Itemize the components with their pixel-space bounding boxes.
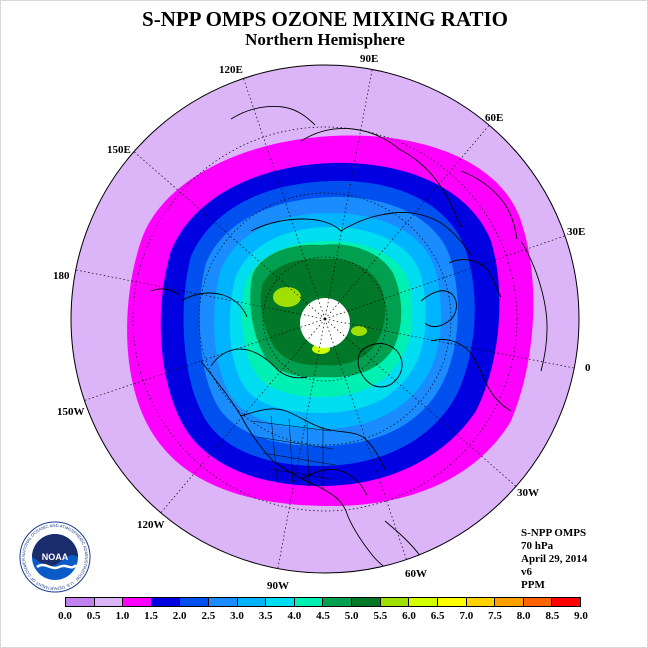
colorbar-segment bbox=[209, 598, 238, 606]
colorbar-segment bbox=[323, 598, 352, 606]
lon-label: 30W bbox=[517, 487, 539, 499]
colorbar-segment bbox=[152, 598, 181, 606]
lon-label: 180 bbox=[53, 270, 70, 282]
logo-text: NOAA bbox=[42, 552, 69, 562]
lon-label: 150E bbox=[107, 144, 131, 156]
colorbar-tick-label: 5.0 bbox=[345, 610, 359, 622]
lon-label: 90E bbox=[360, 53, 378, 65]
colorbar-segment bbox=[123, 598, 152, 606]
contour-5-5-patch bbox=[273, 287, 301, 307]
colorbar-segment bbox=[352, 598, 381, 606]
lon-label: 60E bbox=[485, 112, 503, 124]
lon-label: 60W bbox=[405, 568, 427, 580]
lon-label: 90W bbox=[267, 580, 289, 592]
colorbar-tick-label: 3.5 bbox=[259, 610, 273, 622]
colorbar-tick-label: 1.0 bbox=[115, 610, 129, 622]
colorbar-tick-label: 1.5 bbox=[144, 610, 158, 622]
colorbar-tick-label: 5.5 bbox=[373, 610, 387, 622]
colorbar-segment bbox=[295, 598, 324, 606]
colorbar-segment bbox=[180, 598, 209, 606]
colorbar-tick-label: 3.0 bbox=[230, 610, 244, 622]
colorbar-tick-label: 2.0 bbox=[173, 610, 187, 622]
colorbar bbox=[65, 597, 581, 607]
plot-info: S-NPP OMPS 70 hPa April 29, 2014 v6 PPM bbox=[521, 527, 587, 592]
colorbar-segment bbox=[381, 598, 410, 606]
colorbar-segment bbox=[524, 598, 553, 606]
lon-label: 150W bbox=[57, 406, 85, 418]
colorbar-tick-label: 0.5 bbox=[87, 610, 101, 622]
colorbar-tick-label: 6.0 bbox=[402, 610, 416, 622]
colorbar-tick-label: 4.5 bbox=[316, 610, 330, 622]
colorbar-tick-label: 9.0 bbox=[574, 610, 588, 622]
colorbar-segment bbox=[238, 598, 267, 606]
colorbar-tick-label: 0.0 bbox=[58, 610, 72, 622]
colorbar-segment bbox=[409, 598, 438, 606]
info-version: v6 bbox=[521, 566, 587, 579]
colorbar-tick-label: 6.5 bbox=[431, 610, 445, 622]
ozone-field bbox=[61, 61, 591, 591]
colorbar-segment bbox=[266, 598, 295, 606]
lon-label: 120W bbox=[137, 519, 165, 531]
colorbar-tick-label: 8.0 bbox=[517, 610, 531, 622]
colorbar-segment bbox=[95, 598, 124, 606]
colorbar-segment bbox=[438, 598, 467, 606]
colorbar-tick-label: 4.0 bbox=[287, 610, 301, 622]
info-unit: PPM bbox=[521, 579, 587, 592]
colorbar-tick-label: 7.0 bbox=[459, 610, 473, 622]
lon-label: 120E bbox=[219, 64, 243, 76]
colorbar-segment bbox=[495, 598, 524, 606]
colorbar-tick-label: 2.5 bbox=[201, 610, 215, 622]
colorbar-segment bbox=[467, 598, 496, 606]
colorbar-tick-label: 7.5 bbox=[488, 610, 502, 622]
polar-data-gap bbox=[300, 298, 350, 348]
colorbar-segment bbox=[552, 598, 580, 606]
lon-label: 30E bbox=[567, 226, 585, 238]
lon-label: 0 bbox=[585, 362, 591, 374]
info-date: April 29, 2014 bbox=[521, 553, 587, 566]
colorbar-segment bbox=[66, 598, 95, 606]
info-instrument: S-NPP OMPS bbox=[521, 527, 587, 540]
info-pressure: 70 hPa bbox=[521, 540, 587, 553]
noaa-logo: NATIONAL OCEANIC AND ATMOSPHERIC ADMINIS… bbox=[19, 521, 91, 593]
colorbar-tick-label: 8.5 bbox=[545, 610, 559, 622]
colorbar-ticks: 0.0 0.5 1.0 1.5 2.0 2.5 3.0 3.5 4.0 4.5 5.0 5.5 6.0 6… bbox=[1, 610, 648, 624]
contour-5-5-patch bbox=[351, 326, 367, 336]
